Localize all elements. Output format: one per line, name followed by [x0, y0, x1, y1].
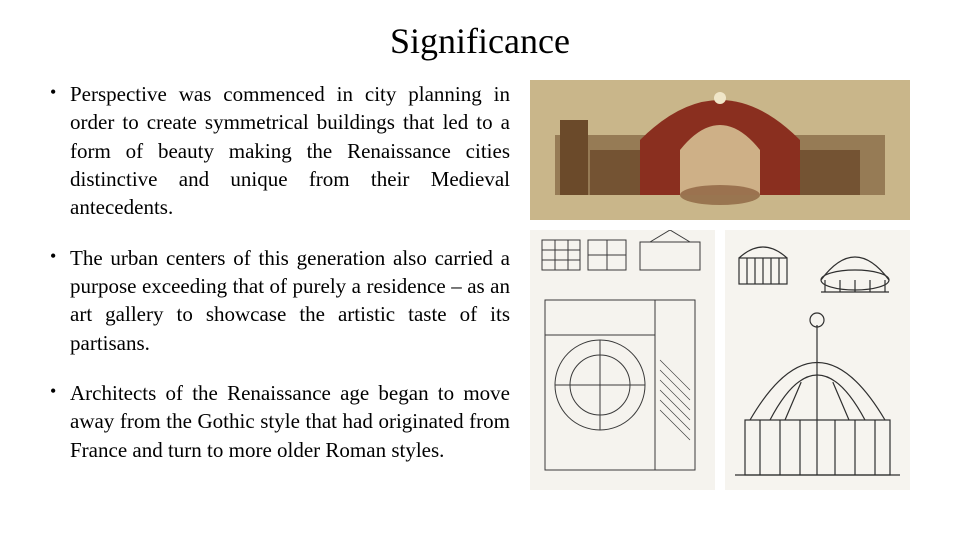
slide: Significance Perspective was commenced i… [0, 0, 960, 540]
architectural-plan-image [530, 230, 715, 490]
bullet-item: The urban centers of this generation als… [50, 244, 510, 357]
text-column: Perspective was commenced in city planni… [50, 80, 510, 490]
slide-title: Significance [50, 20, 910, 62]
dome-cutaway-image [530, 80, 910, 220]
image-column [530, 80, 910, 490]
dome-elevation-image [725, 230, 910, 490]
image-bottom-row [530, 230, 910, 490]
bullet-item: Architects of the Renaissance age began … [50, 379, 510, 464]
bullet-item: Perspective was commenced in city planni… [50, 80, 510, 222]
content-row: Perspective was commenced in city planni… [50, 80, 910, 490]
bullet-list: Perspective was commenced in city planni… [50, 80, 510, 464]
